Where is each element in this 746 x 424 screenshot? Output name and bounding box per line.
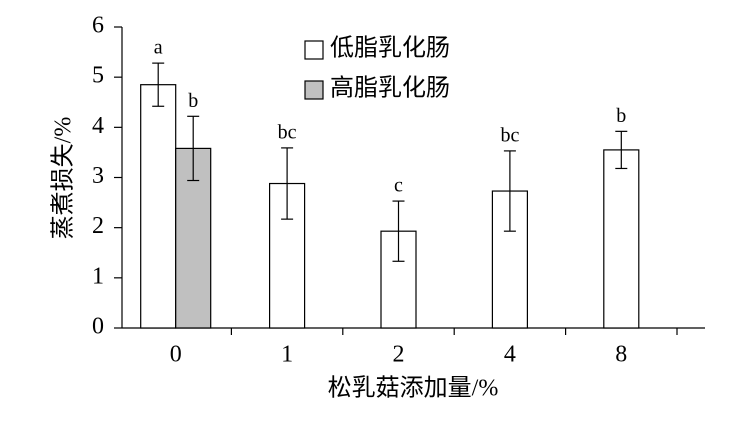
y-tick-label: 2 <box>92 213 104 239</box>
significance-letter: c <box>394 175 403 197</box>
y-tick-label: 1 <box>92 263 104 289</box>
significance-letter: a <box>154 37 163 59</box>
y-tick-label: 6 <box>92 13 104 39</box>
x-tick-label: 1 <box>281 342 293 368</box>
x-tick-label: 2 <box>393 342 405 368</box>
y-tick-label: 0 <box>92 314 104 340</box>
bar <box>603 149 640 329</box>
x-tick-label: 0 <box>170 342 182 368</box>
legend-label: 高脂乳化肠 <box>330 75 450 102</box>
y-tick-label: 3 <box>92 163 104 189</box>
y-tick-label: 4 <box>92 113 104 139</box>
x-tick-label: 4 <box>504 342 516 368</box>
legend-label: 低脂乳化肠 <box>330 35 450 62</box>
significance-letter: bc <box>500 125 519 147</box>
bar <box>140 84 177 329</box>
significance-letter: b <box>188 90 198 112</box>
y-tick-label: 5 <box>92 63 104 89</box>
significance-letter: b <box>616 105 626 127</box>
x-axis-label: 松乳菇添加量/% <box>328 375 499 402</box>
legend-swatch <box>304 80 324 100</box>
significance-letter: bc <box>278 121 297 143</box>
y-axis-label: 蒸煮损失/% <box>50 117 77 240</box>
legend-swatch <box>304 40 324 60</box>
x-tick-label: 8 <box>615 342 627 368</box>
